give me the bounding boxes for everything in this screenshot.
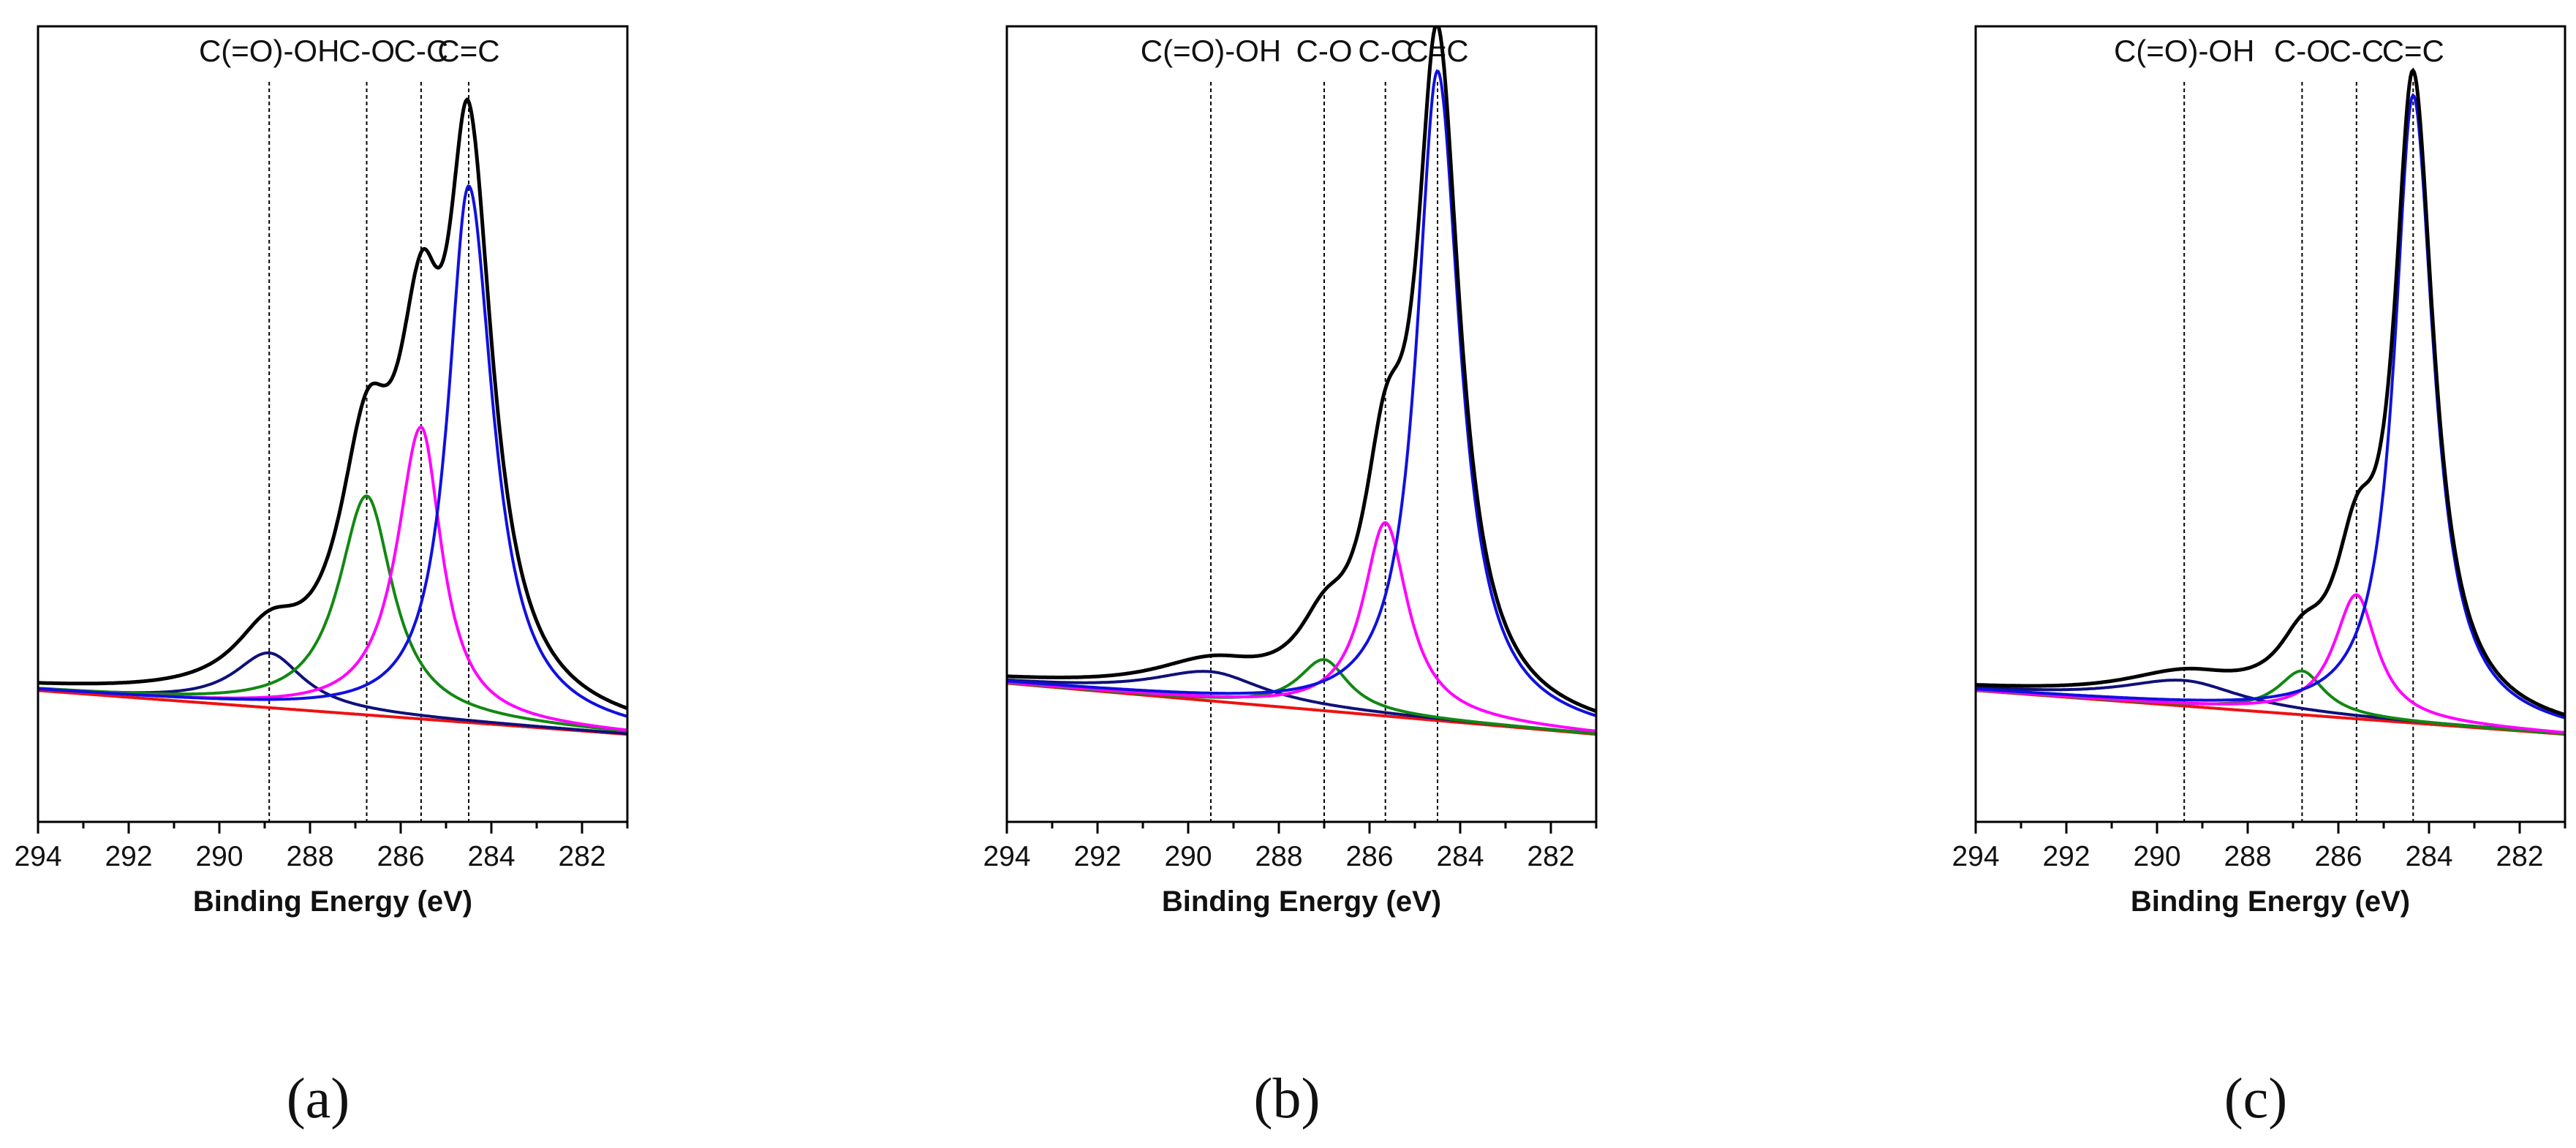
x-tick-label: 286	[1345, 841, 1393, 872]
peak-marker-label: C-O	[1296, 34, 1353, 68]
peak-marker-label: C=C	[437, 34, 499, 68]
panel-a: C(=O)-OHC-OC-CC=C 294 292 290 288 286 284 282 Bi…	[14, 25, 629, 918]
peak-marker-label: C-O	[339, 34, 395, 68]
component-peak-c-c	[38, 425, 627, 732]
plot-frame	[1974, 25, 2566, 823]
peak-marker-label: C-O	[2274, 34, 2330, 68]
component-peak-c-o	[38, 494, 627, 733]
curves	[38, 97, 627, 736]
plot-frame	[1005, 25, 1598, 823]
x-tick-label: 284	[467, 841, 515, 872]
component-peak-c-c	[38, 184, 627, 718]
x-axis-title: Binding Energy (eV)	[1162, 885, 1441, 918]
panel-b: C(=O)-OH C-O C-CC=C 294 292 290 288 286 284 282 Bi…	[983, 25, 1598, 918]
x-tick-label: 290	[2133, 841, 2180, 872]
panel-label-a: (a)	[287, 1066, 350, 1130]
x-tick-label: 294	[1952, 841, 1999, 872]
x-tick-label: 288	[1255, 841, 1302, 872]
peak-marker-label: C-C	[1358, 34, 1413, 68]
curves	[1976, 67, 2565, 736]
x-tick-label: 286	[2314, 841, 2362, 872]
panel-labels: (a) (b) (c)	[287, 1066, 2288, 1130]
x-tick-label: 284	[2405, 841, 2452, 872]
peak-marker-label: C-C	[394, 34, 449, 68]
x-axis-title: Binding Energy (eV)	[2131, 885, 2410, 918]
x-tick-label: 294	[983, 841, 1030, 872]
panel-c: C(=O)-OH C-OC-CC=C 294 292 290 288 286 284 282 Bi…	[1952, 25, 2566, 918]
panel-label-b: (b)	[1254, 1066, 1321, 1130]
component-peak-c-c	[1007, 69, 1596, 717]
peak-marker-label: C=C	[2382, 34, 2444, 68]
x-tick-label: 282	[1527, 841, 1574, 872]
panel-label-c: (c)	[2224, 1066, 2288, 1130]
component-peak-c-c	[1976, 593, 2565, 734]
x-tick-label: 284	[1436, 841, 1484, 872]
component-peak-c-o	[1007, 658, 1596, 736]
x-tick-label: 282	[558, 841, 605, 872]
x-tick-label: 288	[286, 841, 333, 872]
x-axis-title: Binding Energy (eV)	[193, 885, 472, 918]
x-tick-label: 286	[377, 841, 424, 872]
x-tick-label: 292	[105, 841, 152, 872]
envelope-line	[38, 97, 627, 711]
peak-marker-label: C-C	[2329, 34, 2384, 68]
envelope-line	[1007, 26, 1596, 714]
peak-marker-label: C=C	[1406, 34, 1468, 68]
x-tick-label: 282	[2496, 841, 2543, 872]
x-tick-label: 292	[1073, 841, 1121, 872]
peak-marker-label: C(=O)-OH	[1141, 34, 1282, 68]
curves	[1007, 26, 1596, 736]
component-peak-c-c	[1007, 521, 1596, 733]
x-tick-label: 294	[14, 841, 61, 872]
x-tick-label: 288	[2224, 841, 2271, 872]
plot-frame	[37, 25, 629, 823]
component-peak-c-c	[1976, 93, 2565, 720]
peak-marker-label: C(=O)-OH	[199, 34, 340, 68]
x-tick-label: 290	[195, 841, 243, 872]
x-tick-label: 290	[1164, 841, 1212, 872]
envelope-line	[1976, 67, 2565, 717]
peak-marker-label: C(=O)-OH	[2114, 34, 2255, 68]
x-tick-label: 292	[2042, 841, 2090, 872]
